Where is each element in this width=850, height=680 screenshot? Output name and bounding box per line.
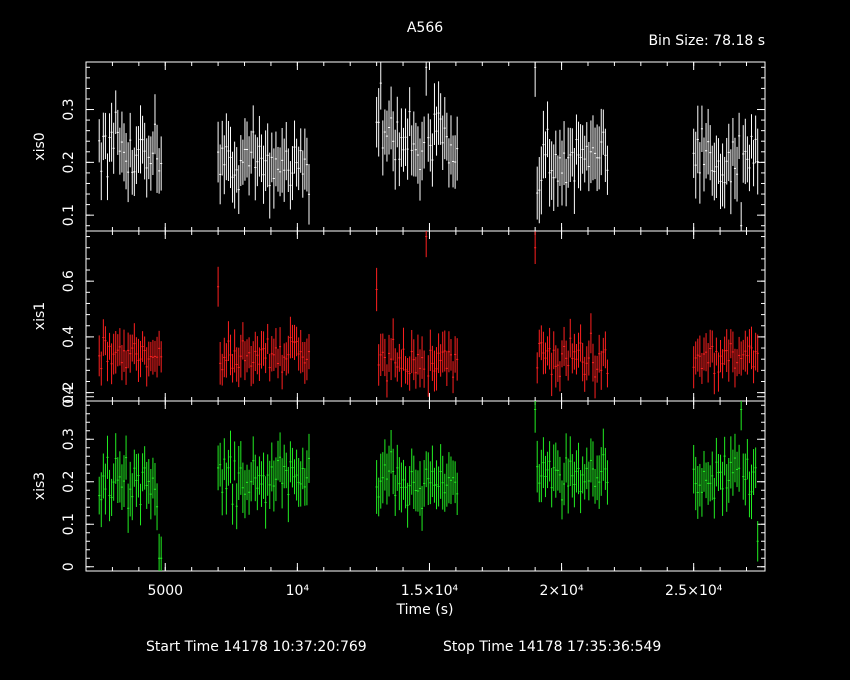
series-xis0 bbox=[98, 62, 759, 231]
panel-frame bbox=[85, 230, 766, 402]
y-tick-label: 0.6 bbox=[61, 270, 77, 292]
x-tick-label: 2×10⁴ bbox=[540, 583, 584, 599]
bin-size-label: Bin Size: 78.18 s bbox=[648, 33, 765, 49]
panel-xis3: 0 0.1 0.2 0.3 0.4 xis3 bbox=[32, 386, 766, 572]
y-tick-label: 0.4 bbox=[61, 386, 77, 408]
panel-frame bbox=[85, 400, 766, 572]
y-tick-label: 0.2 bbox=[61, 382, 77, 404]
y-tick-label: 0.1 bbox=[61, 204, 77, 226]
stop-time-label: Stop Time 14178 17:35:36:549 bbox=[443, 639, 661, 655]
chart-title: A566 bbox=[407, 20, 443, 36]
y-tick-label: 0.3 bbox=[61, 98, 77, 120]
series-xis1 bbox=[98, 231, 759, 399]
x-tick-label: 5000 bbox=[147, 583, 183, 599]
panel-xis1: 0.2 0.4 0.6 xis1 bbox=[32, 230, 766, 404]
y-tick-label: 0 bbox=[61, 562, 77, 571]
y-tick-label: 0.2 bbox=[61, 151, 77, 173]
y-tick-label: 0.1 bbox=[61, 513, 77, 535]
x-tick-label: 2.5×10⁴ bbox=[665, 583, 723, 599]
y-axis-label-xis3: xis3 bbox=[32, 472, 48, 500]
start-time-label: Start Time 14178 10:37:20:769 bbox=[146, 639, 367, 655]
x-tick-label: 1.5×10⁴ bbox=[401, 583, 459, 599]
panel-xis0: 0.1 0.2 0.3 xis0 bbox=[32, 61, 766, 232]
x-tick-label: 10⁴ bbox=[286, 583, 310, 599]
x-axis-label: Time (s) bbox=[396, 602, 454, 618]
y-tick-label: 0.3 bbox=[61, 428, 77, 450]
y-tick-label: 0.2 bbox=[61, 471, 77, 493]
y-axis-label-xis1: xis1 bbox=[32, 302, 48, 330]
y-axis-label-xis0: xis0 bbox=[32, 132, 48, 160]
series-xis3 bbox=[98, 401, 759, 571]
plot-area: 0.10.20.3xis00.20.40.6xis100.10.20.30.4x… bbox=[32, 61, 766, 599]
panel-frame bbox=[85, 61, 766, 232]
y-tick-label: 0.4 bbox=[61, 326, 77, 348]
